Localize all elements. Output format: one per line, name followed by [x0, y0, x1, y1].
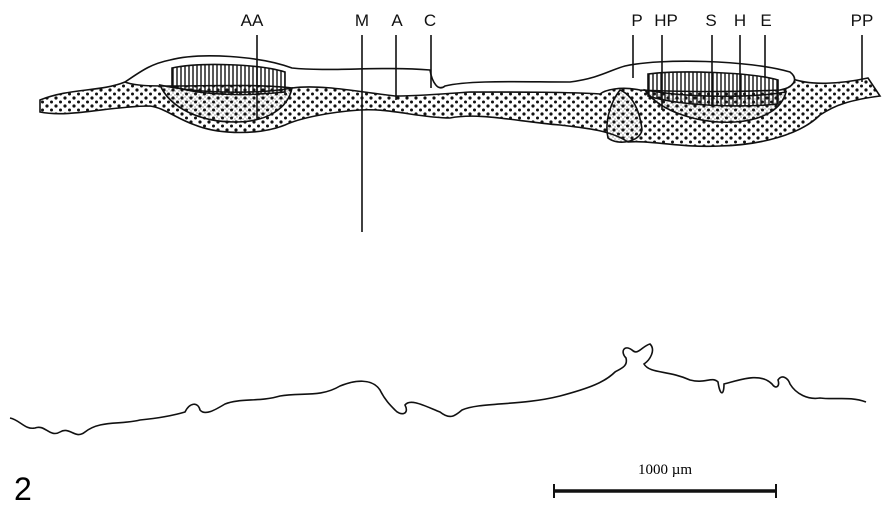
label: H	[734, 11, 746, 30]
label: HP	[654, 11, 678, 30]
lower-outline	[10, 344, 866, 435]
page: AA M A C P HP S H E PP 1000 µm 2 (() => …	[0, 0, 891, 509]
scale-bar: 1000 µm	[553, 462, 777, 498]
label: S	[705, 11, 716, 30]
figure: AA M A C P HP S H E PP 1000 µm 2	[0, 0, 891, 509]
label: C	[424, 11, 436, 30]
label: P	[631, 11, 642, 30]
figure-number: 2	[14, 471, 32, 507]
label: E	[760, 11, 771, 30]
hypothallus-right	[648, 72, 778, 106]
label: PP	[851, 11, 874, 30]
scale-label: 1000 µm	[638, 462, 692, 478]
tissue-section	[40, 56, 880, 146]
label: A	[391, 11, 403, 30]
labels: AA M A C P HP S H E PP	[241, 11, 874, 30]
hypothallus-left	[172, 65, 285, 95]
label: AA	[241, 11, 264, 30]
label: M	[355, 11, 369, 30]
